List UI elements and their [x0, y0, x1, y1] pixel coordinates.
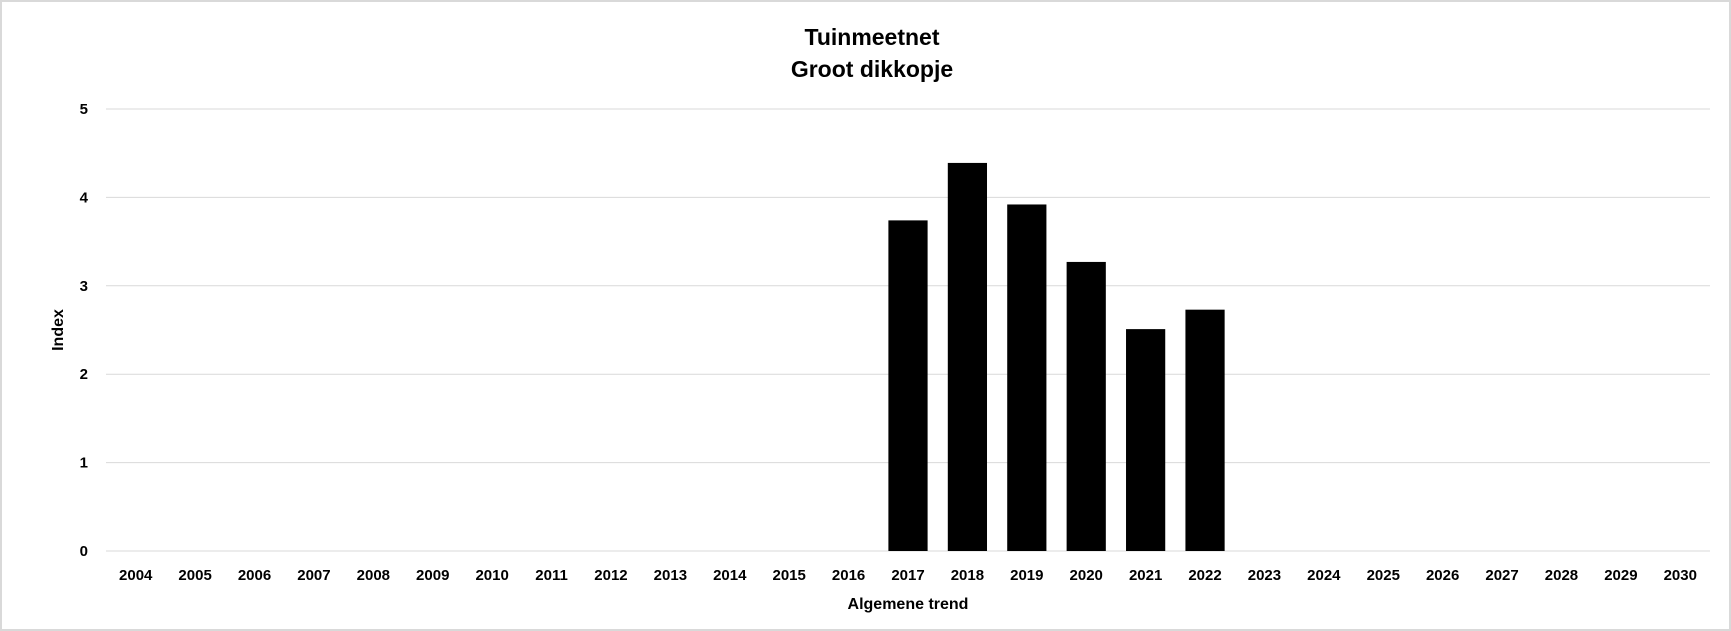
x-tick-label: 2007	[297, 567, 330, 584]
y-tick-label: 4	[80, 189, 89, 206]
x-tick-label: 2010	[475, 567, 508, 584]
x-axis-ticks: 2004 2005 2006 2007 2008 2009 2010 2011 2012 2013…	[119, 567, 1697, 584]
x-tick-label: 2026	[1426, 567, 1459, 584]
x-tick-label: 2020	[1070, 567, 1103, 584]
x-tick-label: 2004	[119, 567, 153, 584]
bar-2017	[888, 220, 928, 551]
x-tick-label: 2027	[1485, 567, 1518, 584]
x-tick-label: 2028	[1545, 567, 1578, 584]
x-tick-label: 2006	[238, 567, 271, 584]
x-tick-label: 2014	[713, 567, 747, 584]
x-tick-label: 2009	[416, 567, 449, 584]
x-tick-label: 2022	[1188, 567, 1221, 584]
x-tick-label: 2012	[594, 567, 627, 584]
x-tick-label: 2023	[1248, 567, 1281, 584]
bar-2020	[1066, 261, 1106, 551]
x-tick-label: 2018	[951, 567, 984, 584]
y-tick-label: 1	[80, 455, 88, 472]
x-tick-label: 2021	[1129, 567, 1162, 584]
x-tick-label: 2030	[1664, 567, 1697, 584]
y-tick-label: 0	[80, 543, 88, 560]
y-tick-label: 2	[80, 366, 88, 383]
x-tick-label: 2016	[832, 567, 865, 584]
x-tick-label: 2025	[1367, 567, 1400, 584]
x-tick-label: 2008	[357, 567, 390, 584]
bar-2021	[1126, 329, 1166, 551]
y-tick-label: 3	[80, 278, 88, 295]
bars	[888, 162, 1225, 552]
x-tick-label: 2015	[772, 567, 805, 584]
y-axis-ticks: 0 1 2 3 4 5	[80, 101, 89, 560]
x-tick-label: 2017	[891, 567, 924, 584]
y-axis-label: Index	[50, 309, 67, 351]
bar-2022	[1185, 309, 1225, 551]
x-tick-label: 2024	[1307, 567, 1341, 584]
x-tick-label: 2011	[535, 567, 568, 584]
x-axis-label: Algemene trend	[848, 596, 969, 613]
x-tick-label: 2019	[1010, 567, 1043, 584]
x-tick-label: 2029	[1604, 567, 1637, 584]
chart-title: Tuinmeetnet	[804, 24, 939, 50]
x-tick-label: 2005	[178, 567, 211, 584]
bar-2019	[1007, 204, 1047, 552]
y-tick-label: 5	[80, 101, 88, 118]
x-tick-label: 2013	[654, 567, 687, 584]
bar-2018	[947, 162, 988, 551]
chart-subtitle: Groot dikkopje	[791, 56, 953, 82]
